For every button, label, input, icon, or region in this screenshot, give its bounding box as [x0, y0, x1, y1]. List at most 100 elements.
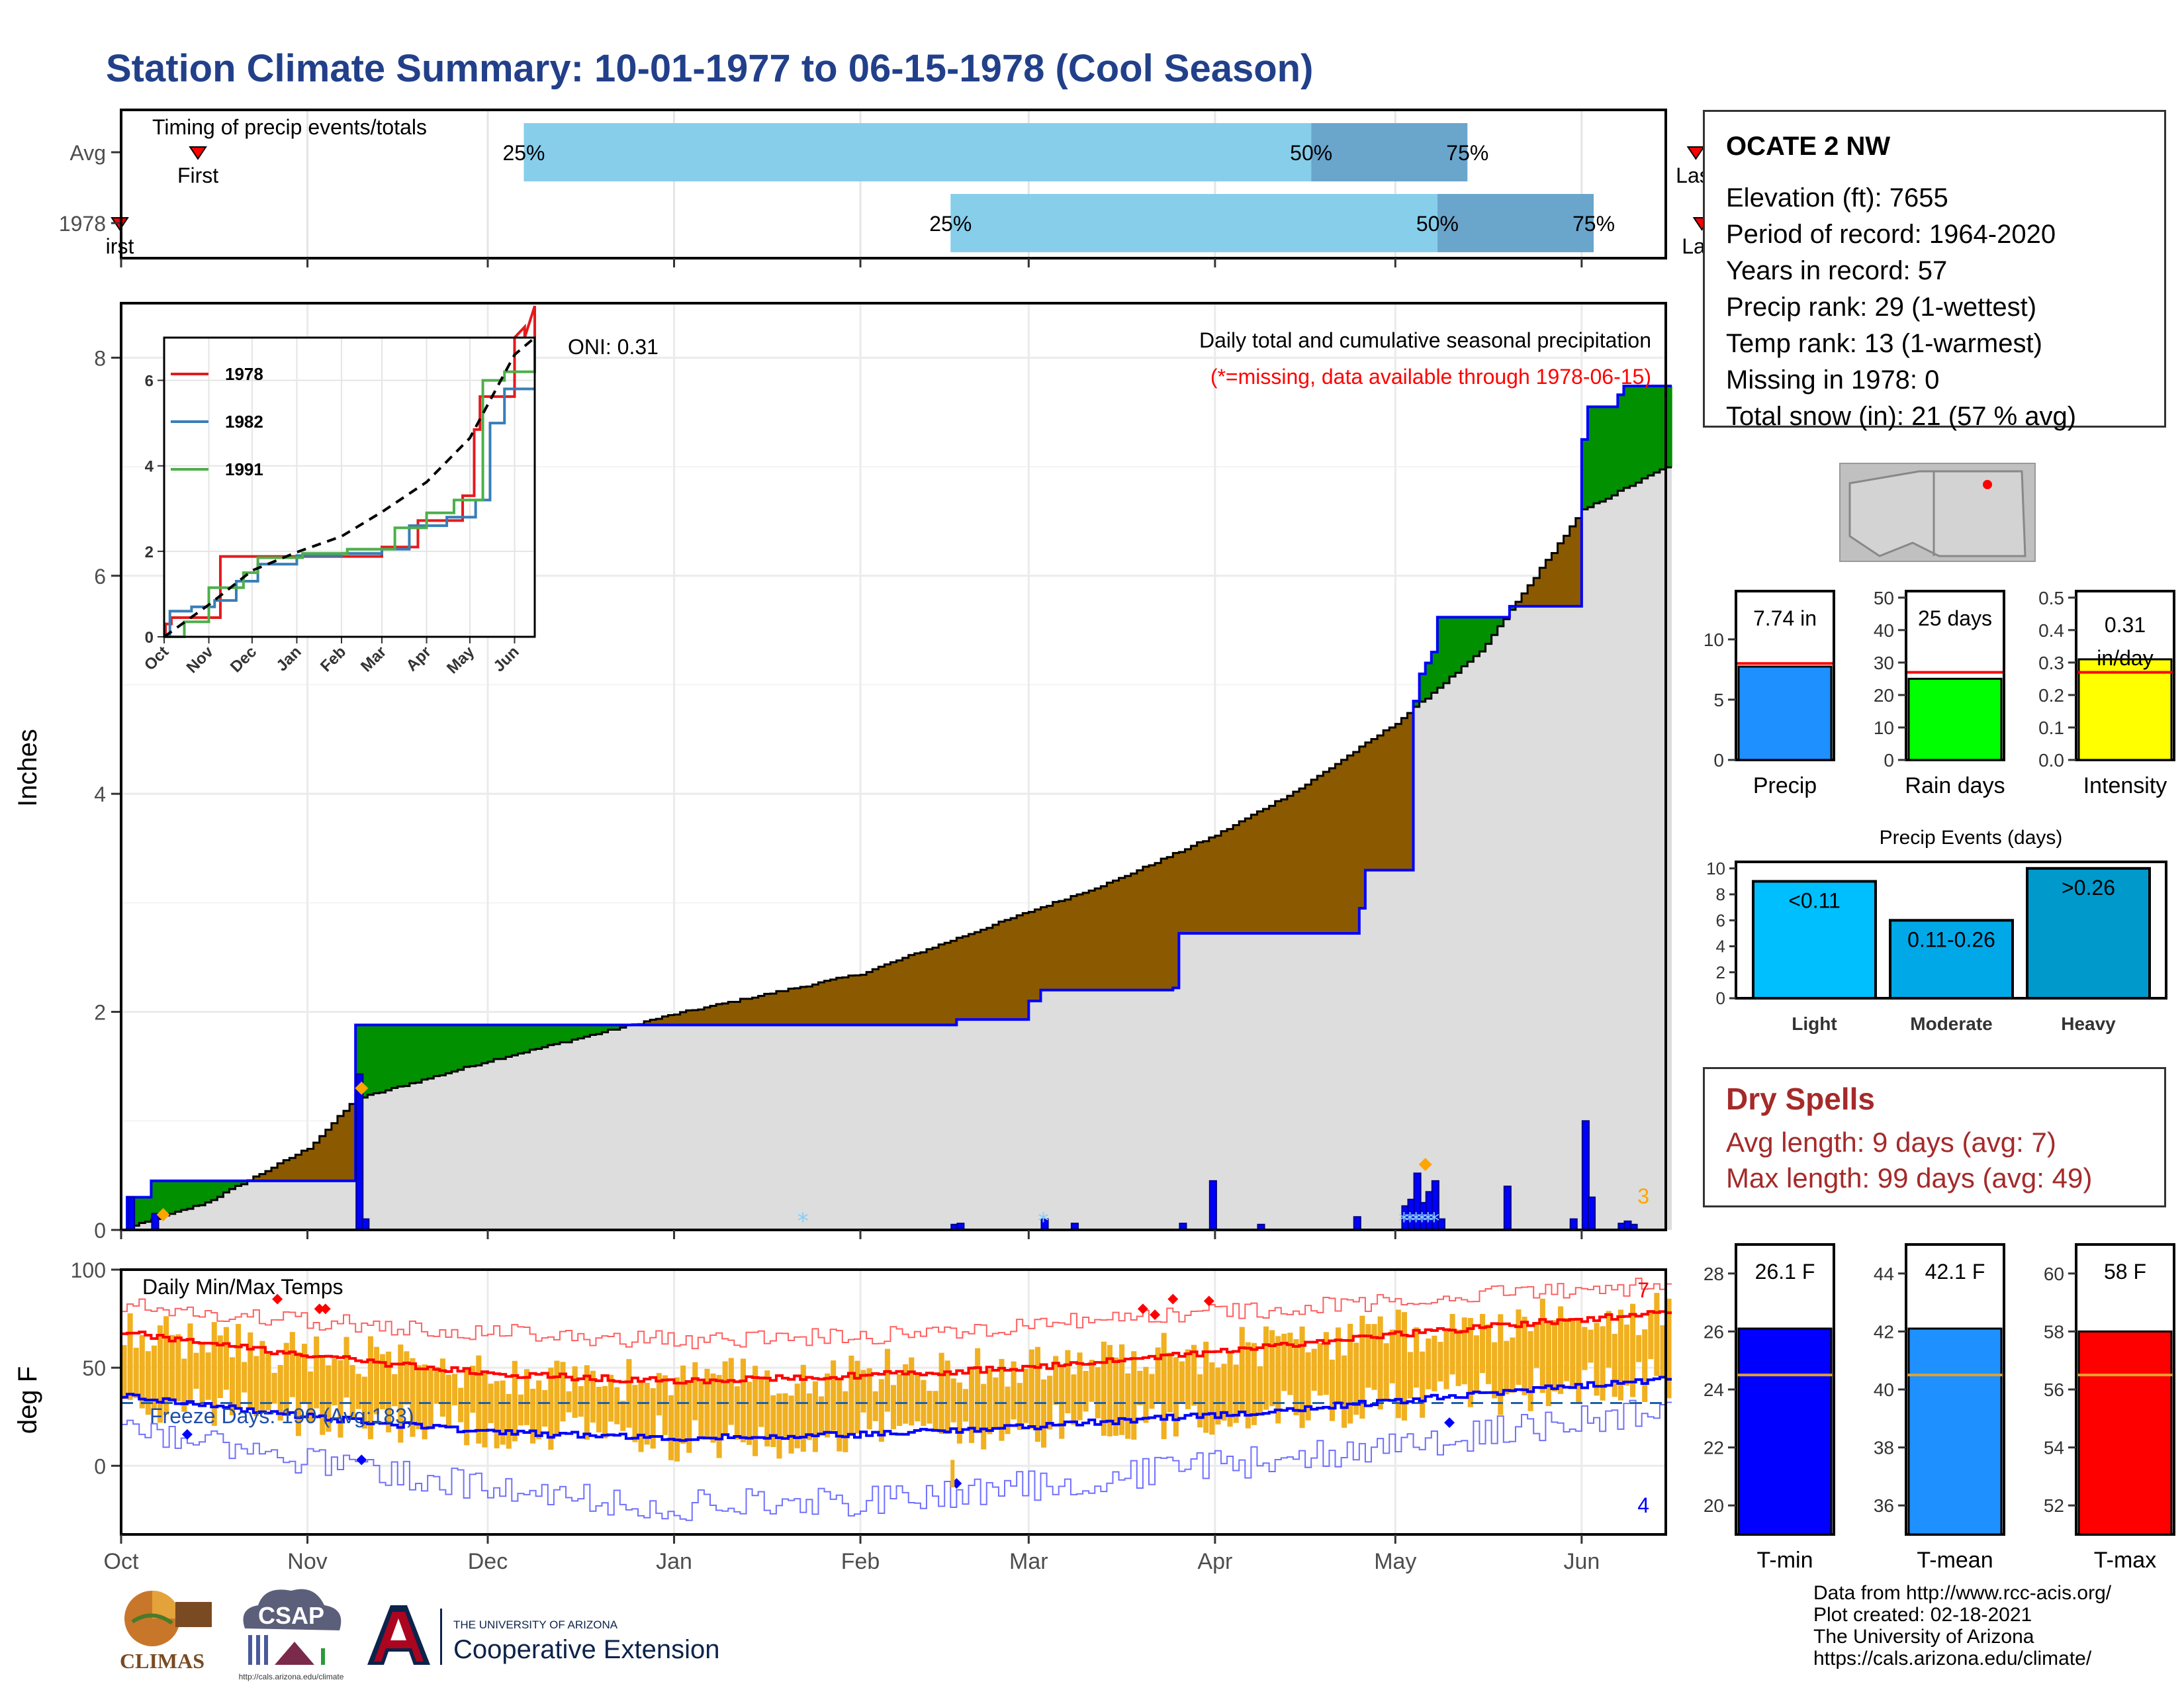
month-tick-label: Mar [1009, 1549, 1048, 1574]
daily-temp-bar [398, 1344, 404, 1443]
daily-temp-bar [1420, 1351, 1426, 1418]
timing-pct-label: 50% [1416, 212, 1459, 236]
deficit-segment [1148, 865, 1156, 990]
deficit-segment [1275, 801, 1282, 933]
surplus-segment [506, 1025, 512, 1057]
deficit-segment [271, 1167, 278, 1181]
deficit-segment [1220, 831, 1228, 933]
daily-precip-bar [361, 1218, 370, 1231]
deficit-segment [986, 927, 993, 1020]
deficit-segment [1545, 559, 1553, 606]
temp-panel-title: Daily Min/Max Temps [142, 1275, 343, 1299]
timing-bar-25-50 [950, 194, 1437, 252]
daily-temp-bar [500, 1380, 506, 1445]
daily-temp-bar [1293, 1338, 1299, 1416]
timing-pct-label: 25% [502, 141, 545, 165]
temp-y-axis-label: deg F [13, 1366, 42, 1434]
ua-logo: THE UNIVERSITY OF ARIZONA Cooperative Ex… [361, 1602, 731, 1675]
daily-temp-bar [416, 1365, 422, 1430]
daily-temp-bar [506, 1393, 512, 1449]
surplus-segment [463, 1025, 471, 1067]
deficit-segment [788, 988, 795, 1025]
observed-cumulative-line [121, 385, 1672, 1231]
deficit-segment [866, 972, 873, 1025]
deficit-segment [1389, 727, 1396, 870]
deficit-segment [1269, 806, 1276, 933]
daily-temp-bar [1329, 1359, 1336, 1421]
daily-precip-bar [1208, 1180, 1217, 1231]
timing-panel-frame [120, 109, 1667, 259]
daily-precip-bar [1587, 1196, 1596, 1231]
surplus-segment [1461, 617, 1468, 667]
daily-temp-bar [248, 1332, 253, 1409]
daily-temp-bar [560, 1362, 566, 1422]
daily-temp-bar [728, 1358, 734, 1425]
daily-temp-bar [482, 1372, 488, 1448]
daily-temp-bar [494, 1381, 500, 1448]
deficit-segment [1377, 735, 1384, 870]
daily-temp-bar [938, 1352, 944, 1434]
daily-temp-bar [121, 1344, 127, 1399]
deficit-segment [1124, 876, 1132, 990]
precip-panel-subtitle: (*=missing, data available through 1978-… [1210, 365, 1651, 389]
daily-temp-bar [1498, 1314, 1504, 1415]
daily-temp-bar [1041, 1379, 1047, 1448]
timing-bar-50-75 [1437, 194, 1594, 252]
daily-temp-bar [1588, 1329, 1594, 1363]
temp-1-y-tick-label: 38 [1874, 1438, 1894, 1458]
precip-events-bar-label: >0.26 [2062, 876, 2115, 900]
daily-temp-bar [169, 1335, 175, 1402]
deficit-segment [914, 953, 921, 1025]
snow-marker: * [1428, 1208, 1439, 1235]
month-tick-label: Nov [287, 1549, 327, 1574]
daily-temp-bar [981, 1383, 987, 1450]
intensity-y-tick-label: 0.2 [2038, 685, 2064, 706]
deficit-segment [1401, 718, 1408, 870]
daily-temp-bar [866, 1368, 872, 1430]
surplus-segment [1581, 439, 1588, 510]
deficit-segment [1263, 809, 1270, 933]
daily-temp-bar [1516, 1309, 1522, 1385]
deficit-segment [746, 998, 753, 1025]
deficit-segment [656, 1019, 662, 1025]
deficit-segment [1076, 894, 1083, 990]
deficit-segment [806, 986, 813, 1025]
surplus-segment [572, 1025, 578, 1040]
daily-temp-bar [181, 1358, 187, 1412]
daily-temp-bar [903, 1364, 909, 1424]
deficit-segment [1257, 811, 1264, 933]
deficit-segment [968, 933, 976, 1020]
surplus-segment [619, 1025, 627, 1028]
precip-total-y-tick-label: 0 [1713, 750, 1724, 771]
daily-temp-bar [530, 1388, 536, 1444]
daily-temp-bar [445, 1374, 451, 1426]
climas-text: CLIMAS [120, 1649, 205, 1673]
daily-temp-bar [175, 1334, 181, 1402]
deficit-segment [1214, 835, 1222, 933]
snow-marker: * [1404, 1208, 1416, 1235]
surplus-segment [1443, 617, 1450, 684]
inset-legend-label: 1982 [225, 412, 263, 432]
deficit-segment [1239, 821, 1246, 933]
record-high-marker [1137, 1303, 1148, 1315]
daily-temp-bar [1582, 1327, 1588, 1370]
surplus-segment [590, 1025, 597, 1035]
first-event-label: First [177, 164, 218, 187]
rain-days-y-tick-label: 50 [1874, 588, 1894, 608]
daily-temp-bar [776, 1393, 782, 1459]
daily-temp-bar [367, 1336, 373, 1440]
daily-temp-bar [950, 1460, 955, 1487]
deficit-segment [1281, 799, 1288, 933]
snow-marker: * [1398, 1208, 1410, 1235]
surplus-segment [1419, 674, 1426, 702]
daily-temp-bar [698, 1382, 704, 1440]
deficit-segment [1095, 888, 1101, 990]
month-tick-label: Jun [1563, 1549, 1600, 1574]
daily-temp-bar [897, 1374, 903, 1427]
surplus-segment [403, 1025, 410, 1086]
surplus-segment [487, 1025, 494, 1062]
daily-temp-bar [1197, 1374, 1203, 1428]
daily-temp-bar [831, 1360, 837, 1431]
surplus-segment [428, 1025, 434, 1079]
